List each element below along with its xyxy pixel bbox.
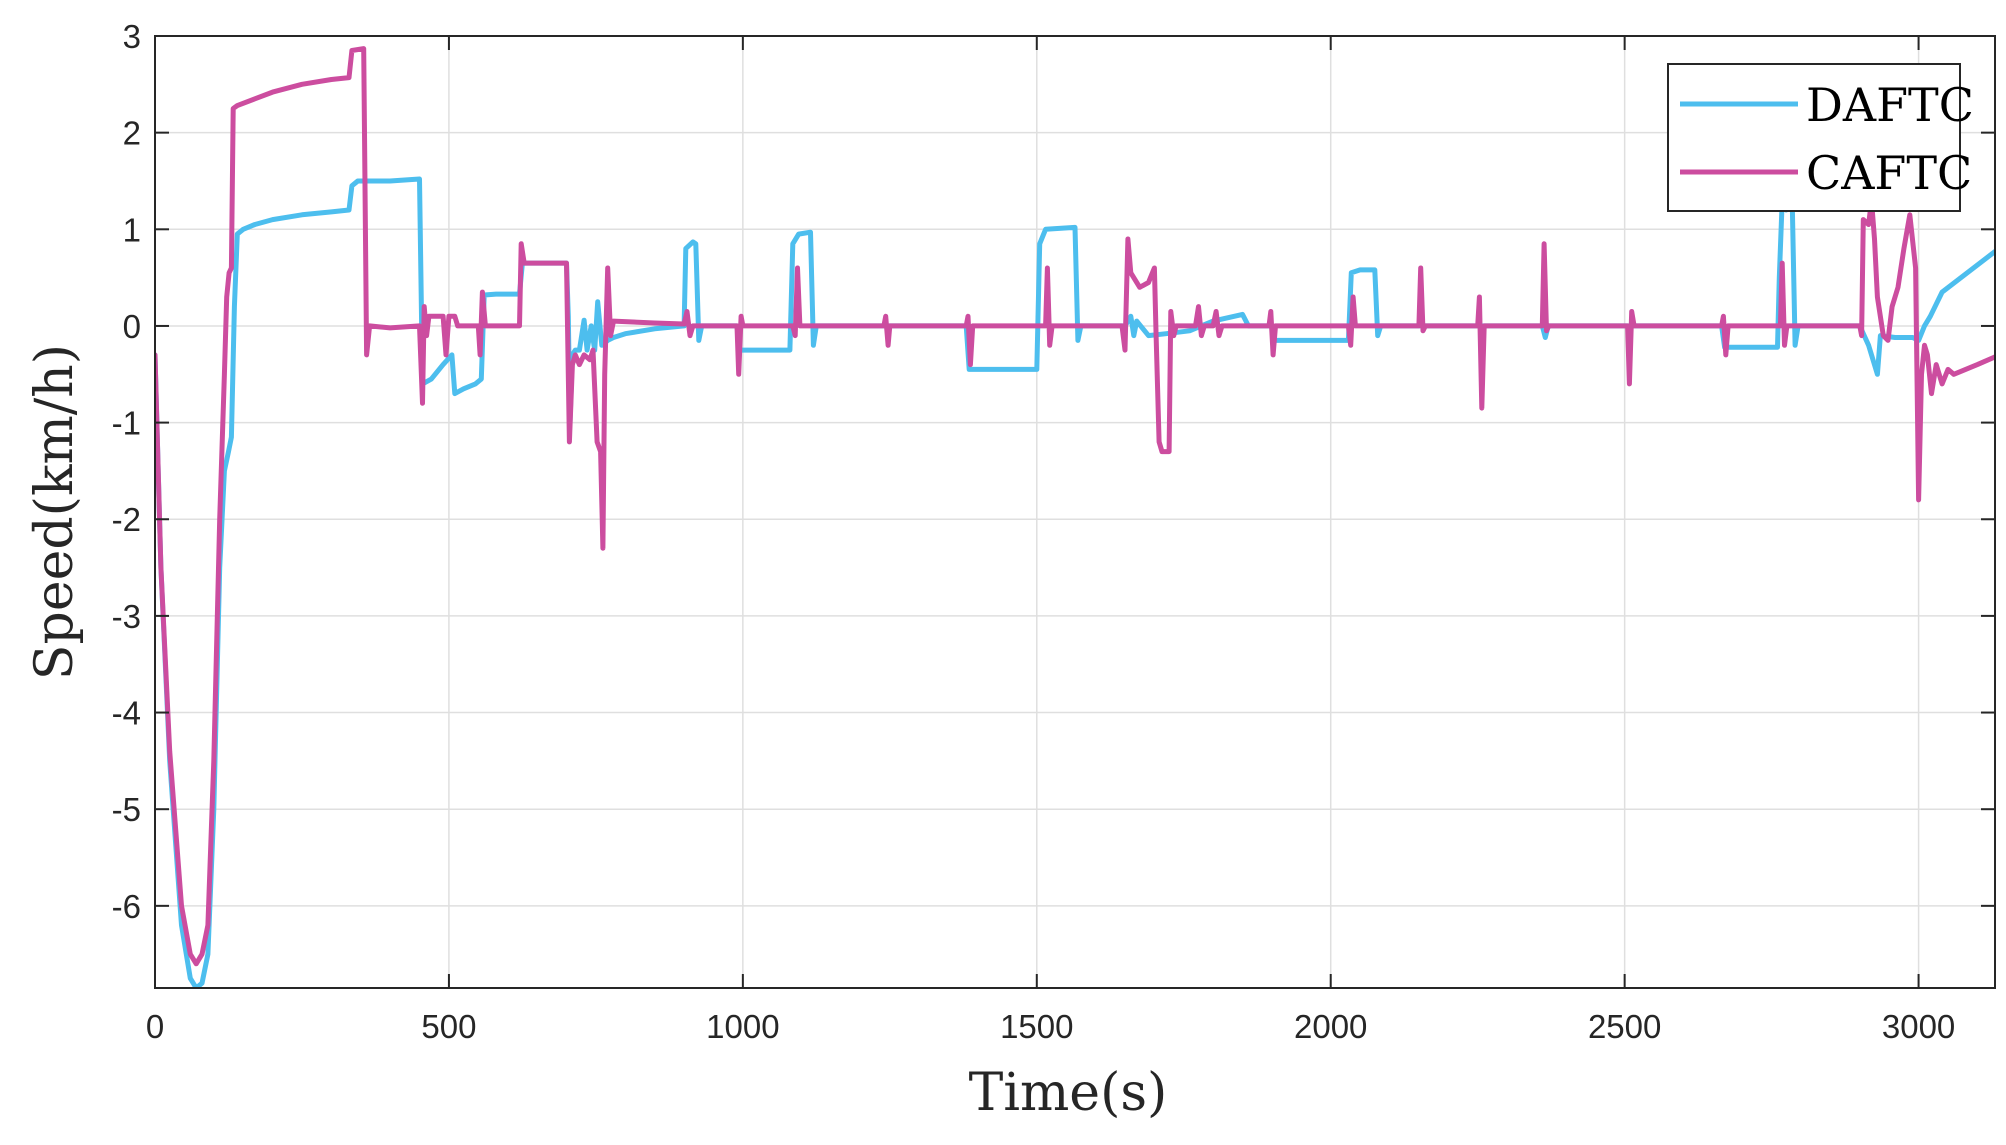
x-tick-label: 2500 [1588,1008,1661,1045]
y-tick-label: 1 [123,211,141,248]
y-tick-label: -5 [112,791,141,828]
legend-label-caftc: CAFTC [1806,146,1972,200]
y-tick-label: 2 [123,115,141,152]
legend-label-daftc: DAFTC [1806,78,1974,132]
x-tick-label: 0 [146,1008,164,1045]
y-tick-label: -3 [112,598,141,635]
series-layer [155,46,1995,988]
plot-frame [154,35,1996,989]
x-axis-label: Time(s) [969,1063,1168,1123]
legend: DAFTC CAFTC [1667,63,1974,212]
y-axis-label: Speed(km/h) [25,344,85,680]
x-tick-label: 1500 [1000,1008,1073,1045]
ticks: 0 500 1000 1500 2000 2500 3000 3 2 1 0 -1 -2 -3 -4 -5 -6 [112,18,1995,1045]
x-tick-label: 500 [421,1008,476,1045]
y-tick-label: 0 [123,308,141,345]
x-tick-label: 2000 [1294,1008,1367,1045]
y-tick-label: -6 [112,888,141,925]
y-tick-label: -2 [112,501,141,538]
y-tick-label: -1 [112,405,141,442]
x-tick-label: 1000 [706,1008,779,1045]
y-tick-label: 3 [123,18,141,55]
x-tick-label: 3000 [1882,1008,1955,1045]
legend-box [1667,63,1961,212]
series-line-caftc [155,46,1995,967]
y-tick-label: -4 [112,695,141,732]
